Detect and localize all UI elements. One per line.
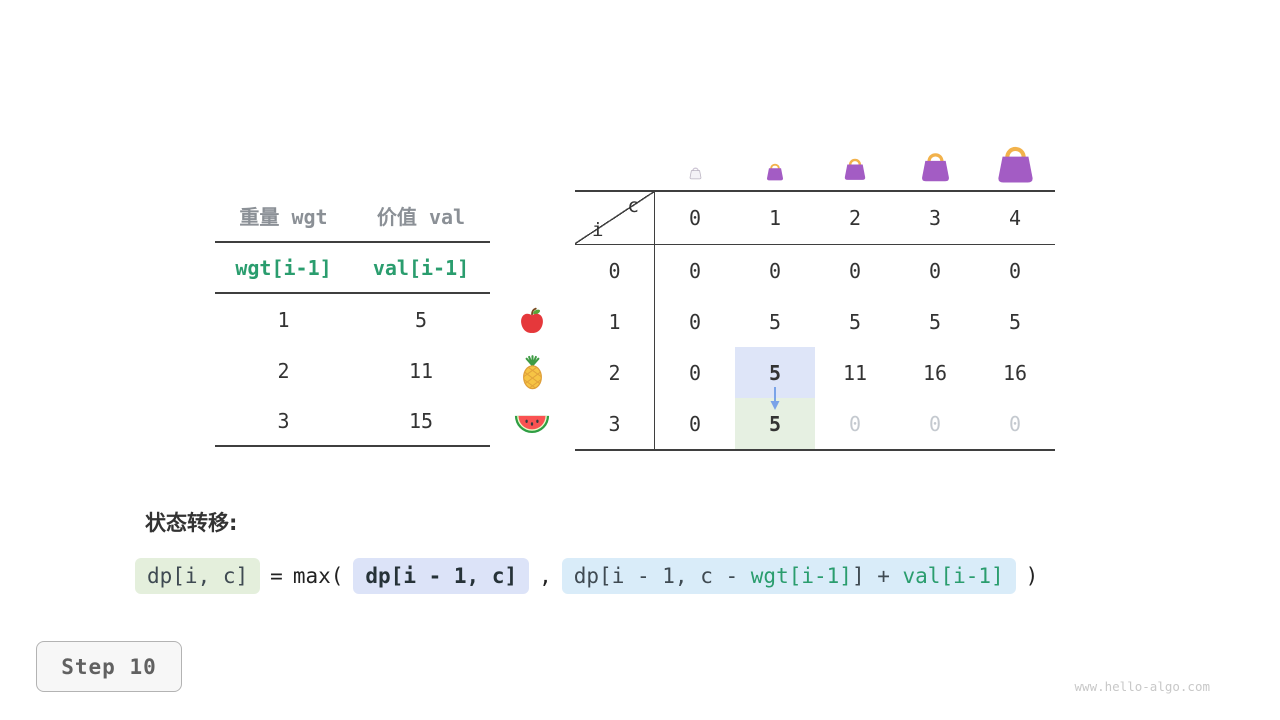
dp-cell: 0 (928, 258, 942, 283)
state-transition-label: 状态转移: (145, 511, 238, 535)
dp-cell: 0 (688, 360, 702, 385)
dp-cell: 11 (842, 360, 868, 385)
dp-col-variable: c (627, 195, 639, 217)
dp-row-header: 2 (575, 347, 655, 398)
dp-table-corner: c i (575, 192, 655, 245)
bag-slot-1 (735, 128, 815, 186)
dp-row-variable: i (592, 219, 604, 241)
dp-col-header: 3 (895, 192, 975, 245)
dp-cell: 0 (688, 258, 702, 283)
bag-capacity-0-icon (689, 167, 701, 180)
fruit-slot-1 (504, 296, 560, 347)
dp-table: c i 0 1 2 3 4 0 0 0 0 0 0 1 0 5 5 5 5 2 … (575, 190, 1055, 451)
capacity-icons-row (655, 128, 1055, 186)
dp-cell: 0 (848, 258, 862, 283)
dp-cell: 5 (768, 309, 782, 334)
state-transition-formula: dp[i, c] = max( dp[i - 1, c] , dp[i - 1,… (135, 558, 1038, 594)
dp-cell: 0 (688, 309, 702, 334)
formula-dp-take-chip: dp[i - 1, c - wgt[i-1]] + val[i-1] (561, 558, 1016, 594)
item-icons-column (504, 296, 560, 449)
dp-cell: 0 (1008, 258, 1022, 283)
take-expr-wgt: wgt[i-1] (750, 564, 852, 588)
formula-dp-skip-chip: dp[i - 1, c] (353, 558, 530, 594)
items-table-header-value: 价值 val (352, 190, 490, 243)
item-value: 11 (408, 358, 434, 383)
fruit-slot-2 (504, 347, 560, 398)
dp-col-header: 1 (735, 192, 815, 245)
dp-cell-target-highlight: 5 (735, 398, 815, 449)
bag-slot-3 (895, 128, 975, 186)
fruit-slot-3 (504, 398, 560, 449)
dp-cell: 5 (848, 309, 862, 334)
close-paren: ) (1025, 564, 1039, 588)
take-expr-infix: ] + (851, 564, 903, 588)
bag-slot-4 (975, 128, 1055, 186)
transition-arrow-icon (770, 387, 780, 410)
take-expr-prefix: dp[i - 1, c - (573, 564, 751, 588)
watermelon-icon (514, 415, 550, 433)
dp-cell: 0 (768, 258, 782, 283)
dp-col-header: 4 (975, 192, 1055, 245)
dp-cell: 0 (848, 411, 862, 436)
bag-slot-2 (815, 128, 895, 186)
apple-icon (521, 307, 543, 333)
item-value: 15 (352, 396, 490, 447)
formula-dp-current-chip: dp[i, c] (135, 558, 261, 594)
step-badge: Step 10 (36, 641, 182, 692)
comma-separator: , (539, 564, 552, 588)
dp-row-header: 0 (575, 245, 655, 296)
item-weight: 1 (277, 307, 290, 332)
bag-slot-0 (655, 128, 735, 186)
bag-capacity-1-icon (766, 163, 784, 181)
dp-col-header: 0 (655, 192, 735, 245)
dp-cell: 0 (688, 411, 702, 436)
items-table-var-val: val[i-1] (352, 243, 490, 294)
bag-capacity-3-icon (921, 153, 949, 182)
item-value: 5 (414, 307, 428, 332)
dp-cell: 5 (1008, 309, 1022, 334)
pineapple-icon (522, 354, 542, 389)
dp-cell: 16 (922, 360, 948, 385)
dp-col-header: 2 (815, 192, 895, 245)
item-weight: 2 (277, 358, 290, 383)
watermark: www.hello-algo.com (1074, 679, 1210, 694)
dp-cell: 0 (928, 411, 942, 436)
dp-cell: 16 (1002, 360, 1028, 385)
equals-sign: = (270, 564, 283, 588)
bag-capacity-4-icon (997, 146, 1033, 183)
bag-capacity-2-icon (844, 158, 866, 180)
items-table-header-weight: 重量 wgt (215, 190, 352, 243)
items-table: 重量 wgt 价值 val wgt[i-1] val[i-1] 1 5 2 11… (215, 190, 490, 447)
max-open-paren: max( (292, 564, 344, 588)
items-table-var-wgt: wgt[i-1] (215, 243, 352, 294)
take-expr-val: val[i-1] (902, 564, 1004, 588)
dp-cell: 5 (928, 309, 942, 334)
dp-row-header: 1 (575, 296, 655, 347)
dp-cell: 0 (1008, 411, 1022, 436)
dp-row-header: 3 (575, 398, 655, 449)
item-weight: 3 (215, 396, 352, 447)
